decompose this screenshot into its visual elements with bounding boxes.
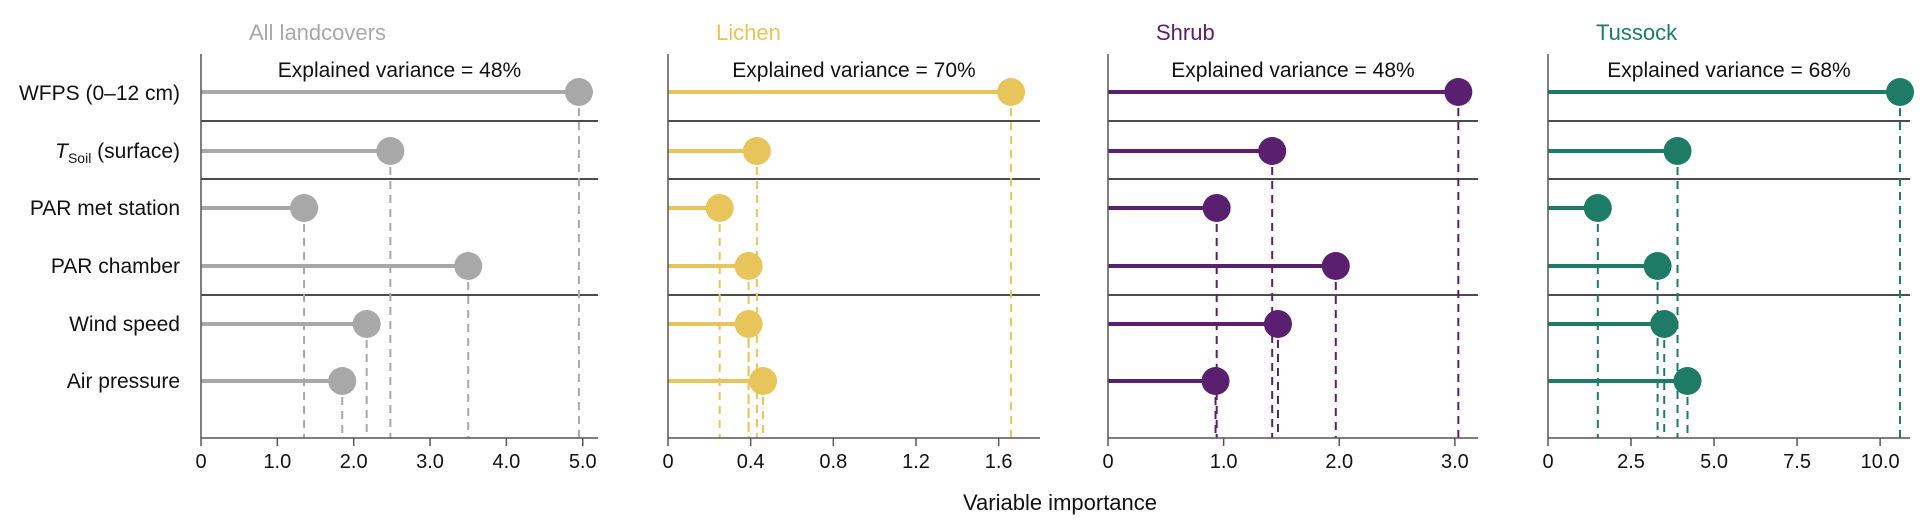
tick-label-all-landcovers-4: 4.0 bbox=[492, 451, 520, 473]
category-label-air-pressure: Air pressure bbox=[67, 370, 180, 393]
point-lichen-4 bbox=[734, 310, 763, 338]
point-all-landcovers-2 bbox=[290, 194, 319, 222]
point-shrub-0 bbox=[1444, 78, 1473, 106]
category-label-wind-speed: Wind speed bbox=[69, 313, 180, 336]
point-tussock-0 bbox=[1886, 78, 1915, 106]
tick-label-all-landcovers-3: 3.0 bbox=[416, 451, 444, 473]
tick-label-lichen-4: 1.6 bbox=[985, 451, 1013, 473]
point-tussock-2 bbox=[1583, 194, 1612, 222]
panel-shrub: Shrub Explained variance = 48% 0 1.0 2.0 3.0 bbox=[1102, 20, 1478, 473]
panel-title-all-landcovers: All landcovers bbox=[249, 20, 386, 45]
explained-variance-all-landcovers: Explained variance = 48% bbox=[278, 59, 521, 82]
category-label-wfps: WFPS (0–12 cm) bbox=[19, 82, 180, 105]
tick-label-all-landcovers-5: 5.0 bbox=[569, 451, 597, 473]
panel-title-shrub: Shrub bbox=[1156, 20, 1215, 45]
point-lichen-1 bbox=[742, 137, 771, 165]
tick-label-tussock-0: 0 bbox=[1542, 451, 1553, 473]
panel-title-tussock: Tussock bbox=[1596, 20, 1678, 45]
category-labels: WFPS (0–12 cm) TSoil (surface) PAR met s… bbox=[19, 82, 180, 393]
point-shrub-2 bbox=[1202, 194, 1231, 222]
point-lichen-3 bbox=[734, 252, 763, 280]
point-lichen-5 bbox=[749, 367, 778, 395]
point-shrub-3 bbox=[1321, 252, 1350, 280]
panel-all-landcovers: All landcovers Explained variance = 48% 0 1… bbox=[195, 20, 598, 473]
point-all-landcovers-0 bbox=[564, 78, 593, 106]
tick-label-lichen-2: 0.8 bbox=[819, 451, 847, 473]
tick-label-all-landcovers-1: 1.0 bbox=[263, 451, 291, 473]
point-tussock-4 bbox=[1650, 310, 1679, 338]
tick-label-lichen-0: 0 bbox=[662, 451, 673, 473]
point-all-landcovers-1 bbox=[376, 137, 405, 165]
tick-label-tussock-4: 10.0 bbox=[1861, 451, 1900, 473]
tick-label-tussock-3: 7.5 bbox=[1783, 451, 1811, 473]
point-shrub-1 bbox=[1258, 137, 1287, 165]
category-label-tsoil: TSoil (surface) bbox=[55, 140, 180, 166]
point-lichen-2 bbox=[705, 194, 734, 222]
panels: All landcovers Explained variance = 48% 0 1… bbox=[195, 20, 1915, 473]
x-axis-title: Variable importance bbox=[963, 490, 1157, 515]
tick-label-tussock-1: 2.5 bbox=[1617, 451, 1645, 473]
explained-variance-shrub: Explained variance = 48% bbox=[1171, 59, 1414, 82]
tick-label-shrub-2: 2.0 bbox=[1325, 451, 1353, 473]
panel-tussock: Tussock Explained variance = 68% 0 2.5 5.0 7.… bbox=[1542, 20, 1915, 473]
tick-label-lichen-3: 1.2 bbox=[902, 451, 930, 473]
tick-label-tussock-2: 5.0 bbox=[1700, 451, 1728, 473]
tsoil-subscript: Soil bbox=[68, 150, 91, 166]
explained-variance-lichen: Explained variance = 70% bbox=[732, 59, 975, 82]
tick-label-all-landcovers-0: 0 bbox=[195, 451, 206, 473]
tsoil-T: T bbox=[55, 140, 70, 163]
point-all-landcovers-3 bbox=[454, 252, 483, 280]
tsoil-rest: (surface) bbox=[91, 140, 180, 163]
explained-variance-tussock: Explained variance = 68% bbox=[1607, 59, 1850, 82]
point-tussock-5 bbox=[1673, 367, 1702, 395]
point-tussock-3 bbox=[1643, 252, 1672, 280]
point-lichen-0 bbox=[997, 78, 1026, 106]
tick-label-lichen-1: 0.4 bbox=[737, 451, 765, 473]
panel-lichen: Lichen Explained variance = 70% 0 0.4 0.8 1.2… bbox=[662, 20, 1040, 473]
tick-label-all-landcovers-2: 2.0 bbox=[340, 451, 368, 473]
category-label-par-chamber: PAR chamber bbox=[51, 255, 180, 278]
point-shrub-4 bbox=[1263, 310, 1292, 338]
panel-title-lichen: Lichen bbox=[716, 20, 781, 45]
point-all-landcovers-4 bbox=[352, 310, 381, 338]
tick-label-shrub-3: 3.0 bbox=[1441, 451, 1469, 473]
category-label-par-met-station: PAR met station bbox=[30, 197, 180, 220]
point-shrub-5 bbox=[1201, 367, 1230, 395]
point-all-landcovers-5 bbox=[328, 367, 357, 395]
tick-label-shrub-1: 1.0 bbox=[1210, 451, 1238, 473]
tick-label-shrub-0: 0 bbox=[1102, 451, 1113, 473]
point-tussock-1 bbox=[1663, 137, 1692, 165]
